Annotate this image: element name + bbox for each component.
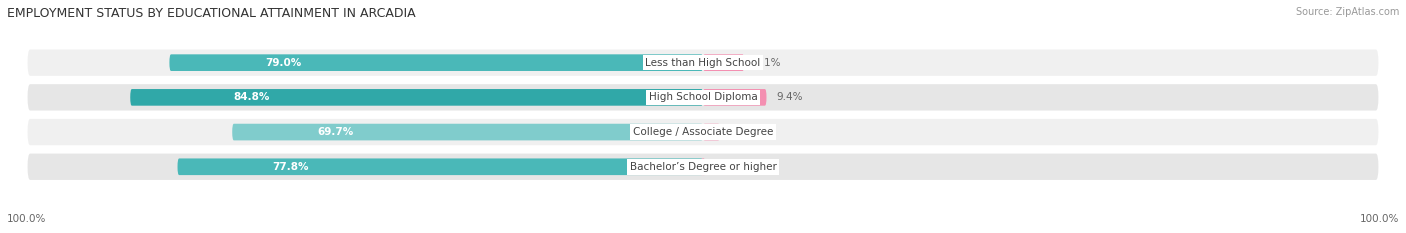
FancyBboxPatch shape [131, 89, 703, 106]
Text: 69.7%: 69.7% [316, 127, 353, 137]
Text: Source: ZipAtlas.com: Source: ZipAtlas.com [1295, 7, 1399, 17]
FancyBboxPatch shape [177, 158, 703, 175]
FancyBboxPatch shape [169, 54, 703, 71]
Text: EMPLOYMENT STATUS BY EDUCATIONAL ATTAINMENT IN ARCADIA: EMPLOYMENT STATUS BY EDUCATIONAL ATTAINM… [7, 7, 416, 20]
Text: 6.1%: 6.1% [755, 58, 780, 68]
Text: College / Associate Degree: College / Associate Degree [633, 127, 773, 137]
FancyBboxPatch shape [28, 154, 1378, 180]
FancyBboxPatch shape [703, 89, 766, 106]
FancyBboxPatch shape [28, 119, 1378, 145]
FancyBboxPatch shape [703, 124, 720, 140]
Text: 100.0%: 100.0% [7, 214, 46, 224]
FancyBboxPatch shape [703, 54, 744, 71]
Text: 9.4%: 9.4% [776, 92, 803, 102]
Text: 0.0%: 0.0% [713, 162, 740, 172]
Text: 77.8%: 77.8% [273, 162, 308, 172]
Text: Bachelor’s Degree or higher: Bachelor’s Degree or higher [630, 162, 776, 172]
Text: Less than High School: Less than High School [645, 58, 761, 68]
Text: 2.5%: 2.5% [730, 127, 756, 137]
Text: 100.0%: 100.0% [1360, 214, 1399, 224]
Text: 84.8%: 84.8% [233, 92, 270, 102]
Text: High School Diploma: High School Diploma [648, 92, 758, 102]
Text: 79.0%: 79.0% [266, 58, 302, 68]
FancyBboxPatch shape [28, 84, 1378, 110]
FancyBboxPatch shape [702, 158, 704, 175]
FancyBboxPatch shape [232, 124, 703, 140]
FancyBboxPatch shape [28, 49, 1378, 76]
